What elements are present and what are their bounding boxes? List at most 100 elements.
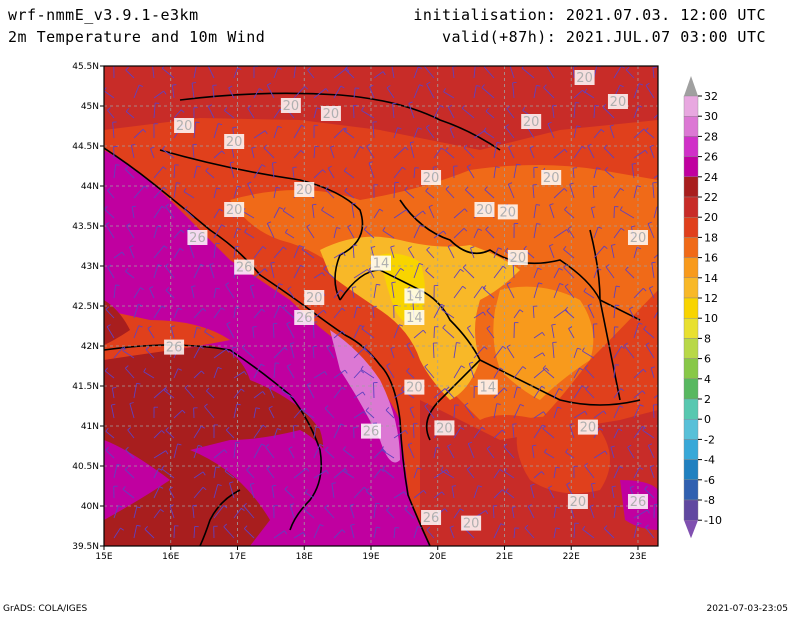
wind-barb-flag — [419, 262, 424, 266]
wind-barb-flag — [376, 526, 381, 529]
wind-barb — [193, 327, 198, 339]
wind-barb-flag — [519, 309, 524, 313]
wind-barb-flag — [356, 306, 361, 309]
wind-barb-flag — [217, 484, 222, 486]
wind-barb — [613, 227, 622, 239]
wind-barb-flag — [223, 523, 228, 528]
wind-barb-flag — [591, 206, 596, 209]
wind-barb — [105, 449, 115, 459]
wind-barb — [133, 506, 138, 519]
wind-barb — [424, 405, 435, 419]
wind-barb-flag — [298, 245, 304, 248]
wind-barb-flag — [506, 105, 511, 109]
wind-barb — [493, 247, 499, 259]
wind-barb — [509, 66, 515, 79]
wind-barb-flag — [366, 143, 371, 147]
wind-barb — [484, 189, 495, 199]
wind-barb — [553, 188, 565, 199]
wind-barb-flag — [462, 285, 467, 289]
wind-barb — [565, 451, 575, 459]
wind-barb — [253, 268, 266, 279]
contour-label: 20 — [226, 203, 243, 218]
wind-barb — [325, 449, 335, 459]
wind-barb — [553, 283, 561, 299]
wind-barb-flag — [122, 346, 126, 351]
wind-barb — [153, 103, 156, 119]
wind-barb-flag — [341, 330, 346, 335]
wind-barb-flag — [470, 246, 475, 249]
wind-barb — [542, 368, 555, 379]
colorbar-swatch — [683, 237, 699, 258]
wind-barb-flag — [223, 449, 228, 454]
wind-barb-flag — [448, 104, 453, 108]
wind-barb-flag — [287, 363, 291, 367]
wind-barb-flag — [532, 444, 537, 447]
wind-barb-flag — [428, 204, 433, 208]
contour-label: 26 — [423, 511, 440, 526]
wind-barb — [583, 291, 595, 299]
wind-barb-flag — [159, 486, 164, 489]
colorbar-label: -2 — [704, 433, 715, 446]
wind-barb — [613, 428, 619, 439]
wind-barb — [292, 167, 295, 179]
wind-barb-flag — [424, 403, 429, 407]
contour-label-box — [567, 494, 588, 509]
wind-barb — [366, 491, 375, 499]
colorbar-label: 20 — [704, 211, 718, 224]
wind-barb — [293, 245, 300, 259]
wind-barb-flag — [565, 448, 569, 453]
wind-barb-flag — [486, 307, 490, 312]
wind-barb — [366, 146, 375, 159]
wind-barb — [373, 208, 380, 219]
wind-barb — [393, 527, 396, 539]
wind-barb-flag — [360, 365, 364, 370]
contour-label-box — [497, 204, 518, 220]
wind-barb-flag — [304, 506, 308, 511]
wind-barb — [352, 245, 355, 259]
wind-barb — [391, 282, 395, 299]
wind-barb-flag — [463, 144, 468, 148]
wind-barb — [481, 87, 495, 99]
wind-barb — [223, 526, 235, 539]
wind-barb — [327, 167, 335, 179]
wind-barb-flag — [486, 445, 491, 450]
wind-barb-flag — [120, 527, 124, 531]
wind-barb-flag — [405, 146, 409, 151]
wind-barb — [263, 147, 275, 159]
wind-barb — [513, 404, 521, 419]
wind-barb-flag — [551, 323, 556, 326]
colorbar-swatch — [683, 479, 699, 501]
wind-barb — [153, 205, 163, 219]
contour-label: 26 — [630, 495, 647, 510]
wind-barb — [447, 246, 455, 259]
wind-barb-flag — [225, 426, 230, 431]
wind-barb — [493, 367, 501, 379]
wind-barb — [433, 326, 435, 339]
wind-barb — [426, 83, 435, 99]
wind-barb-flag — [265, 444, 270, 448]
wind-barb-flag — [584, 462, 588, 466]
wind-barb — [593, 129, 602, 139]
wind-barb — [124, 469, 135, 479]
wind-barb-flag — [161, 66, 165, 69]
wind-barb-flag — [603, 525, 608, 529]
wind-barb — [542, 428, 555, 439]
wind-barb — [445, 150, 455, 159]
contour-label-box — [521, 114, 542, 129]
wind-barb-flag — [566, 229, 570, 234]
wind-barb — [633, 368, 644, 379]
wind-barb-flag — [512, 506, 517, 508]
wind-barb-flag — [216, 187, 221, 190]
wind-barb-flag — [386, 506, 390, 511]
wind-barb — [153, 264, 159, 279]
wind-barb — [184, 209, 195, 219]
wind-barb-flag — [508, 144, 513, 148]
wind-barb — [153, 486, 160, 499]
wind-barb — [361, 110, 375, 119]
wind-barb-flag — [284, 486, 288, 490]
wind-barb — [306, 384, 315, 399]
wind-barb-flag — [125, 108, 130, 112]
wind-barb — [413, 84, 420, 99]
wind-barb-flag — [508, 182, 513, 185]
wind-barb-flag — [638, 105, 643, 108]
